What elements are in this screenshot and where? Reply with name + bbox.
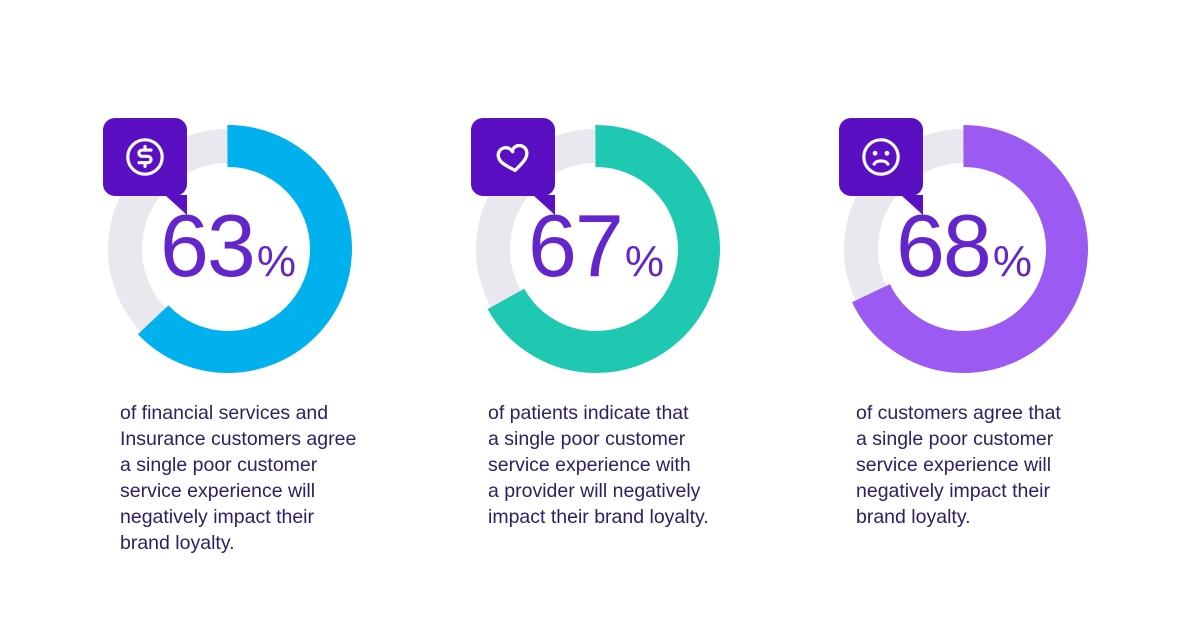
stat-description: of financial services and Insurance cust… — [120, 402, 357, 554]
percent-number: 67 — [527, 196, 624, 295]
stat-description: of customers agree that a single poor cu… — [856, 402, 1061, 528]
badge — [839, 118, 923, 215]
badge-tail — [165, 195, 187, 215]
badge-tail-shape — [165, 195, 187, 215]
donut-arc — [104, 125, 352, 373]
donut-svg — [472, 125, 720, 373]
donut-chart-patients: 67% — [471, 118, 720, 373]
percent-sign: % — [256, 237, 296, 286]
sad-face-icon — [862, 138, 900, 176]
percent-sign: % — [992, 237, 1032, 286]
donut-svg — [104, 125, 352, 373]
donut-svg — [840, 125, 1088, 373]
badge-tail — [533, 195, 555, 215]
percent-number: 63 — [159, 196, 256, 295]
badge-tail — [901, 195, 923, 215]
stat-description: of patients indicate that a single poor … — [488, 402, 709, 528]
badge — [103, 118, 187, 215]
donut-chart-customers: 68% — [839, 118, 1088, 373]
donut-chart-financial: 63% — [103, 118, 352, 373]
donut-arc — [840, 125, 1088, 373]
badge — [471, 118, 555, 215]
badge-tail-shape — [901, 195, 923, 215]
percent-sign: % — [624, 237, 664, 286]
percent-value: 63% — [107, 202, 349, 290]
stat-card-customers: 68% of customers agree that a single poo… — [839, 118, 1088, 530]
percent-number: 68 — [895, 196, 992, 295]
dollar-circle-icon — [126, 138, 164, 176]
stat-card-financial: 63% of financial services and Insurance … — [103, 118, 356, 556]
stat-card-patients: 67% of patients indicate that a single p… — [471, 118, 720, 530]
heart-icon — [496, 143, 529, 173]
donut-arc — [472, 125, 720, 373]
badge-tail-shape — [533, 195, 555, 215]
percent-value: 68% — [843, 202, 1085, 290]
percent-value: 67% — [475, 202, 717, 290]
